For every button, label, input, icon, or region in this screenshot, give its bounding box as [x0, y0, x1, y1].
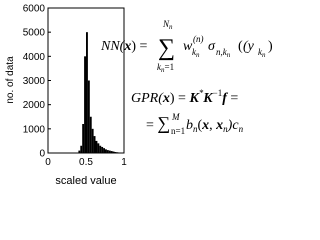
y-tick-label: 4000	[23, 52, 46, 63]
bar	[103, 148, 105, 153]
eq-sum-sup: M	[171, 112, 180, 122]
chart: no. of data scaled value NN(x) = ∑ Nn kn…	[5, 4, 273, 188]
eq-text: GPR(x) = K*K−1f =	[131, 88, 238, 106]
bar	[86, 32, 88, 153]
y-tick-label: 0	[39, 149, 45, 160]
equation-gpr: GPR(x) = K*K−1f = = ∑ M n=1 bn(x, xn)cn	[131, 88, 244, 136]
x-axis-label: scaled value	[55, 175, 116, 187]
bar	[105, 149, 107, 153]
y-tick-label: 2000	[23, 100, 46, 111]
x-tick-label: 1	[121, 157, 127, 168]
eq-text: = ∑	[146, 113, 170, 133]
eq-sum: ∑	[158, 35, 175, 61]
bar	[110, 151, 113, 153]
bar	[91, 128, 94, 153]
eq-w-sup: (n)	[193, 34, 204, 44]
y-tick-label: 1000	[23, 124, 46, 135]
eq-sum-sub: n=1	[171, 126, 185, 136]
eq-sigma: σ	[208, 39, 216, 54]
x-tick-label: 0.5	[79, 157, 93, 168]
eq-w-sub: kn	[192, 47, 200, 59]
eq-arg-sub: kn	[258, 47, 266, 59]
bar	[87, 80, 90, 153]
bar	[112, 151, 115, 153]
bar	[80, 145, 83, 153]
bar	[93, 136, 96, 153]
eq-arg: (	[238, 39, 243, 54]
eq-close: )	[268, 39, 273, 54]
y-tick-label: 6000	[23, 4, 46, 15]
bar	[108, 150, 111, 153]
bar	[89, 116, 92, 153]
equation-nn: NN(x) = ∑ Nn kn=1 w (n) kn σ n,kn ( (y k…	[100, 19, 273, 74]
bar	[95, 140, 98, 153]
bar	[82, 124, 85, 153]
bar	[99, 145, 102, 153]
bar	[106, 150, 109, 153]
y-tick-label: 5000	[23, 28, 46, 39]
eq-text: NN(x) =	[100, 39, 148, 54]
bar	[78, 150, 81, 153]
y-tick-label: 3000	[23, 76, 46, 87]
eq-arg-y: (y	[243, 39, 255, 54]
bar	[84, 56, 86, 154]
eq-lower: kn=1	[157, 62, 174, 74]
eq-sigma-sub: n,kn	[216, 47, 231, 59]
eq-upper: Nn	[162, 19, 173, 31]
y-axis-label: no. of data	[5, 56, 16, 104]
bar	[97, 143, 100, 153]
eq-w: w	[183, 39, 193, 54]
x-tick-label: 0	[45, 157, 51, 168]
bar	[101, 146, 104, 153]
eq-text: bn(x, xn)cn	[186, 118, 244, 134]
